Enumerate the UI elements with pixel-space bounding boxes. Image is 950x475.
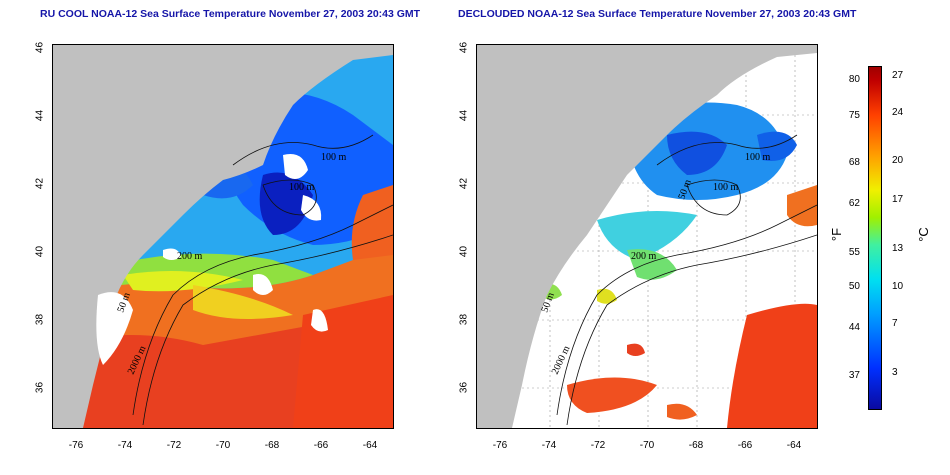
colorbar-f-tick: 50 [848,281,860,292]
left-lat-tick: 42 [34,177,46,190]
colorbar-f-tick: 80 [848,74,860,85]
left-lat-tick: 46 [34,41,46,54]
right-lon-tick: -76 [492,440,508,451]
colorbar-f-tick: 62 [848,198,860,209]
right-lon-tick: -66 [737,440,753,451]
right-map-title: DECLOUDED NOAA-12 Sea Surface Temperatur… [458,8,857,20]
colorbar-c-tick: 17 [892,194,904,205]
right-lat-tick: 44 [458,109,470,122]
left-lon-tick: -66 [313,440,329,451]
right-sst-map: 100 m 100 m 50 m 200 m 50 m 2000 m [476,44,818,429]
right-lat-tick: 38 [458,313,470,326]
left-contour-label-100-north: 100 m [321,152,347,163]
right-lon-tick: -72 [590,440,606,451]
colorbar-fahrenheit-unit: °F [829,227,845,242]
right-contour-label-100-central: 100 m [713,182,739,193]
colorbar-c-tick: 27 [892,70,904,81]
left-contour-label-100-central: 100 m [289,182,315,193]
left-lat-tick: 38 [34,313,46,326]
left-sst-map: 100 m 100 m 200 m 50 m 2000 m [52,44,394,429]
colorbar-celsius-unit: °C [915,227,931,242]
colorbar-c-tick: 3 [892,367,898,378]
left-contour-label-200: 200 m [177,251,203,262]
left-lat-tick: 44 [34,109,46,122]
colorbar-c-tick: 10 [892,281,904,292]
left-lat-tick: 40 [34,245,46,258]
colorbar-c-tick: 7 [892,318,898,329]
left-map-canvas: 100 m 100 m 200 m 50 m 2000 m [53,45,393,428]
left-lat-tick: 36 [34,381,46,394]
left-lon-tick: -68 [264,440,280,451]
right-lon-tick: -74 [541,440,557,451]
left-lon-tick: -72 [166,440,182,451]
left-lon-tick: -74 [117,440,133,451]
colorbar-f-tick: 55 [848,247,860,258]
right-lon-tick: -70 [639,440,655,451]
left-lon-tick: -76 [68,440,84,451]
right-map-canvas: 100 m 100 m 50 m 200 m 50 m 2000 m [477,45,817,428]
left-map-title: RU COOL NOAA-12 Sea Surface Temperature … [40,8,421,20]
colorbar-c-tick: 24 [892,107,904,118]
colorbar-f-tick: 44 [848,322,860,333]
sst-colorbar [868,66,882,410]
right-lon-tick: -64 [786,440,802,451]
right-lat-tick: 36 [458,381,470,394]
right-lon-tick: -68 [688,440,704,451]
right-lat-tick: 40 [458,245,470,258]
colorbar-f-tick: 37 [848,370,860,381]
right-contour-label-100-north: 100 m [745,152,771,163]
colorbar-f-tick: 68 [848,157,860,168]
right-contour-label-200: 200 m [631,251,657,262]
colorbar-c-tick: 13 [892,243,904,254]
colorbar-c-tick: 20 [892,155,904,166]
left-lon-tick: -64 [362,440,378,451]
right-lat-tick: 42 [458,177,470,190]
right-lat-tick: 46 [458,41,470,54]
left-lon-tick: -70 [215,440,231,451]
colorbar-f-tick: 75 [848,110,860,121]
